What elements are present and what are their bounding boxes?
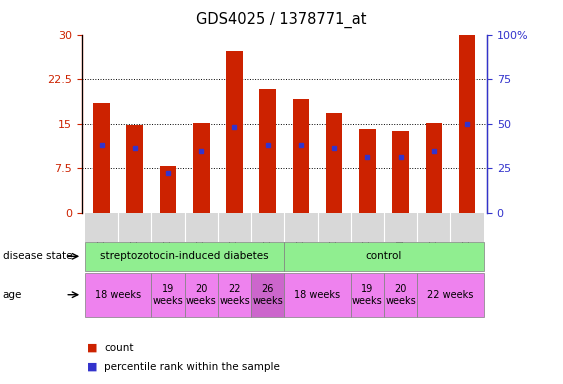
Bar: [260, 89, 276, 213]
Bar: [426, 122, 442, 213]
Text: GDS4025 / 1378771_at: GDS4025 / 1378771_at: [196, 12, 367, 28]
Text: 18 weeks: 18 weeks: [294, 290, 341, 300]
Text: 26
weeks: 26 weeks: [252, 284, 283, 306]
Text: 20
weeks: 20 weeks: [385, 284, 416, 306]
Bar: [392, 131, 409, 213]
Text: 22
weeks: 22 weeks: [219, 284, 250, 306]
Bar: [193, 122, 209, 213]
Bar: [326, 113, 342, 213]
Text: ■: ■: [87, 362, 98, 372]
Bar: [293, 99, 309, 213]
Text: 19
weeks: 19 weeks: [352, 284, 383, 306]
Text: 19
weeks: 19 weeks: [153, 284, 184, 306]
Bar: [359, 129, 376, 213]
Text: streptozotocin-induced diabetes: streptozotocin-induced diabetes: [100, 251, 269, 262]
Bar: [226, 51, 243, 213]
Text: count: count: [104, 343, 133, 353]
Bar: [459, 35, 475, 213]
Text: percentile rank within the sample: percentile rank within the sample: [104, 362, 280, 372]
Text: 22 weeks: 22 weeks: [427, 290, 473, 300]
Text: age: age: [3, 290, 22, 300]
Text: control: control: [366, 251, 402, 262]
Bar: [127, 125, 143, 213]
Text: 20
weeks: 20 weeks: [186, 284, 217, 306]
Text: 18 weeks: 18 weeks: [95, 290, 141, 300]
Text: disease state: disease state: [3, 251, 72, 262]
Bar: [93, 103, 110, 213]
Bar: [160, 166, 176, 213]
Text: ■: ■: [87, 343, 98, 353]
